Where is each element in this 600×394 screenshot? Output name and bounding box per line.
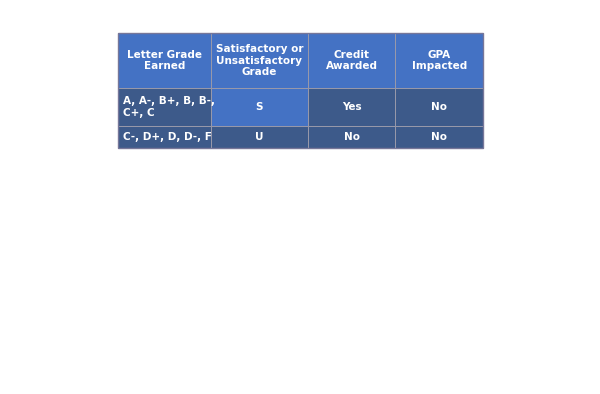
- Bar: [308, 126, 395, 148]
- Text: U: U: [255, 132, 263, 142]
- Text: Satisfactory or
Unsatisfactory
Grade: Satisfactory or Unsatisfactory Grade: [215, 44, 303, 77]
- Text: GPA
Impacted: GPA Impacted: [412, 50, 467, 71]
- Bar: [395, 33, 483, 88]
- Bar: [211, 126, 308, 148]
- Text: S: S: [256, 102, 263, 112]
- Bar: [118, 33, 211, 88]
- Text: A, A-, B+, B, B-,
C+, C: A, A-, B+, B, B-, C+, C: [123, 96, 215, 118]
- Bar: [118, 88, 211, 126]
- Bar: [118, 33, 483, 148]
- Text: Credit
Awarded: Credit Awarded: [326, 50, 377, 71]
- Text: No: No: [431, 132, 447, 142]
- Bar: [395, 88, 483, 126]
- Bar: [118, 126, 211, 148]
- Bar: [395, 126, 483, 148]
- Bar: [308, 33, 395, 88]
- Text: No: No: [431, 102, 447, 112]
- Text: C-, D+, D, D-, F: C-, D+, D, D-, F: [123, 132, 212, 142]
- Bar: [211, 33, 308, 88]
- Text: No: No: [344, 132, 359, 142]
- Bar: [308, 88, 395, 126]
- Bar: [211, 88, 308, 126]
- Text: Yes: Yes: [342, 102, 361, 112]
- Text: Letter Grade
Earned: Letter Grade Earned: [127, 50, 202, 71]
